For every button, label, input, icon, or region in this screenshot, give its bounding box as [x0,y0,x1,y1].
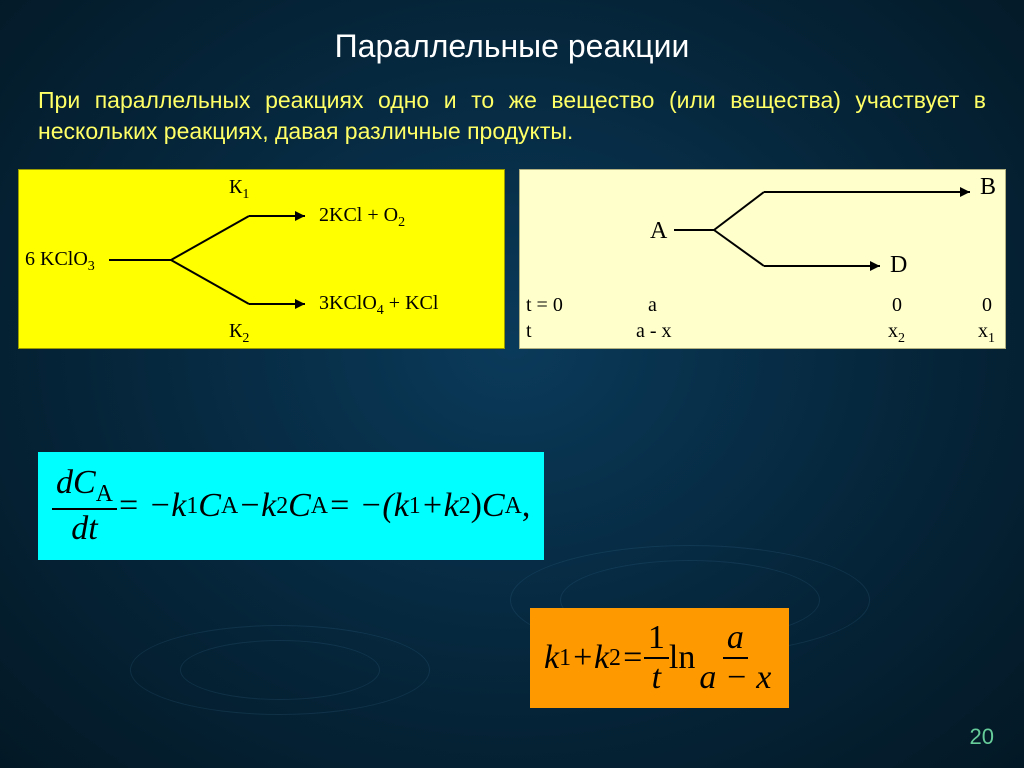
reactant-label: 6 KClO3 [25,248,95,275]
row2-x2: x2 [888,320,905,347]
slide-title: Параллельные реакции [0,0,1024,65]
row2-t: t [526,320,532,343]
row2-ax: a - x [636,320,672,343]
row1-a: a [648,294,657,317]
row1-zero-b: 0 [982,294,992,317]
slide-subtitle: При параллельных реакциях одно и то же в… [0,65,1024,147]
page-number: 20 [970,724,994,750]
row2-x1: x1 [978,320,995,347]
product-top: 2KCl + O2 [319,204,405,231]
product-bottom: 3KClO4 + KCl [319,292,438,319]
node-a: A [650,218,667,245]
reaction-scheme-panel: 6 KClO3 К1 К2 2KCl + O2 3KClO4 + KCl [18,169,505,349]
row1-t0: t = 0 [526,294,563,317]
row1-zero-d: 0 [892,294,902,317]
integrated-equation: k1 + k2 = 1 t ln a a − x [530,608,789,708]
branch-arrows-left [109,170,319,350]
kinetics-scheme-panel: A B D t = 0 a 0 0 t a - x x2 x1 [519,169,1006,349]
branch-arrows-right [674,170,994,290]
differential-equation: dCA dt = − k1 CA − k2 CA = −( k1 + k2 ) … [38,452,544,560]
